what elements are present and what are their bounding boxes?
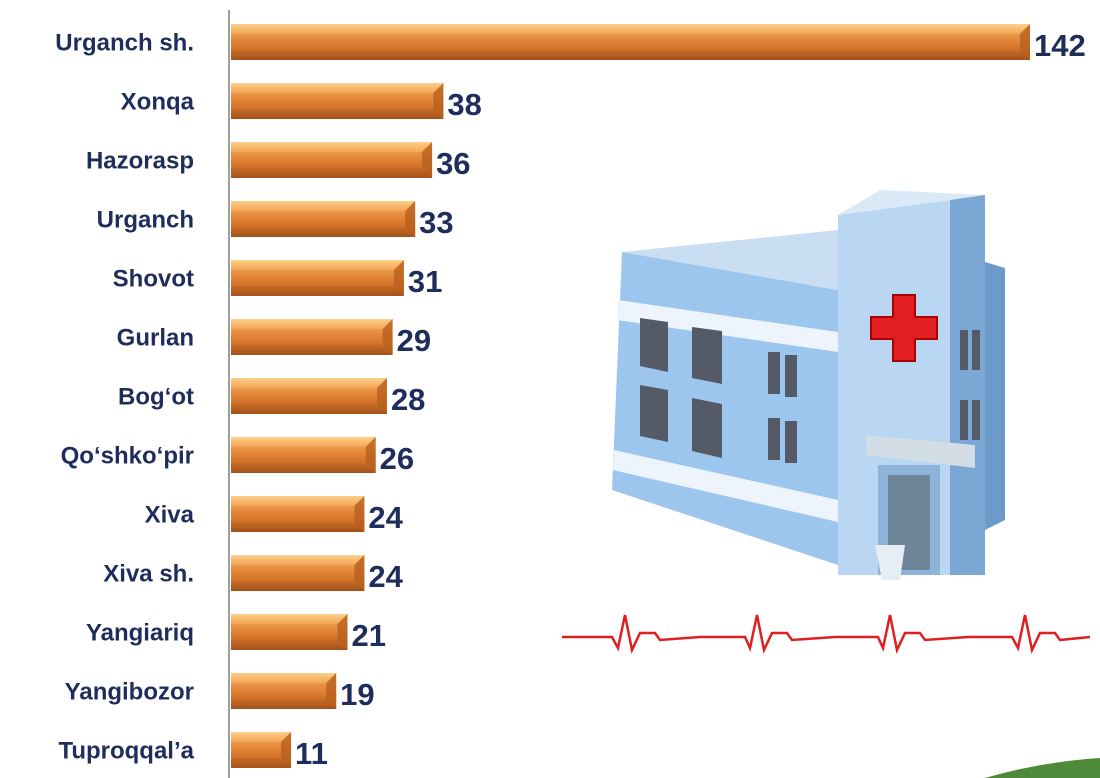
bar-bevel: [1020, 24, 1030, 60]
bar-face: [231, 34, 1020, 50]
bar: [231, 201, 416, 237]
category-label: Yangiariq: [86, 619, 194, 646]
value-label: 24: [368, 500, 403, 535]
value-label: 21: [351, 618, 385, 653]
bar-bevel: [354, 555, 365, 591]
value-label: 26: [380, 441, 414, 476]
value-label: 11: [295, 736, 328, 771]
bar: [231, 614, 348, 650]
category-label: Xonqa: [121, 88, 195, 115]
category-label: Shovot: [113, 265, 194, 292]
bar: [231, 24, 1030, 60]
bar: [231, 83, 444, 119]
category-label: Urganch: [97, 206, 194, 233]
bar-face: [231, 388, 377, 404]
value-label: 29: [397, 323, 431, 358]
category-label: Urganch sh.: [55, 29, 194, 56]
bar: [231, 437, 376, 473]
bar: [231, 673, 337, 709]
bar-face: [231, 270, 394, 286]
bar-face: [231, 683, 327, 699]
bar-bevel: [433, 83, 444, 119]
value-label: 33: [419, 205, 453, 240]
bar-face: [231, 211, 406, 227]
bar-bevel: [393, 260, 404, 296]
bar-bevel: [422, 142, 433, 178]
hospital-illustration: [612, 190, 1005, 580]
category-label: Qo‘shko‘pir: [61, 442, 194, 469]
value-label: 24: [368, 559, 403, 594]
category-label: Yangibozor: [65, 678, 194, 705]
bar-bevel: [354, 496, 365, 532]
bar: [231, 555, 365, 591]
value-label: 28: [391, 382, 425, 417]
bar-face: [231, 93, 434, 109]
bar-bevel: [405, 201, 416, 237]
corner-decoration: [985, 758, 1100, 778]
bar-face: [231, 742, 282, 758]
bar-bevel: [337, 614, 348, 650]
bar-bevel: [326, 673, 337, 709]
category-label: Hazorasp: [86, 147, 194, 174]
bar: [231, 142, 433, 178]
bar-face: [231, 565, 355, 581]
bar-face: [231, 447, 366, 463]
bar: [231, 378, 387, 414]
bar-face: [231, 152, 423, 168]
heartbeat-line: [562, 614, 1091, 654]
bar: [231, 732, 292, 768]
bar-face: [231, 329, 383, 345]
bar: [231, 496, 365, 532]
category-label: Bog‘ot: [118, 383, 194, 410]
bar-face: [231, 506, 355, 522]
value-label: 36: [436, 146, 470, 181]
bar: [231, 319, 393, 355]
bar: [231, 260, 404, 296]
bar-bevel: [281, 732, 292, 768]
value-label: 19: [340, 677, 374, 712]
category-label: Xiva: [145, 501, 195, 528]
category-label: Tuproqqal’a: [58, 737, 194, 764]
category-label: Xiva sh.: [103, 560, 194, 587]
bar-bevel: [365, 437, 376, 473]
bar-bevel: [376, 378, 387, 414]
bar-bevel: [382, 319, 393, 355]
category-label: Gurlan: [117, 324, 194, 351]
bar-face: [231, 624, 338, 640]
value-label: 38: [447, 87, 481, 122]
value-label: 31: [408, 264, 442, 299]
value-label: 142: [1034, 28, 1086, 63]
